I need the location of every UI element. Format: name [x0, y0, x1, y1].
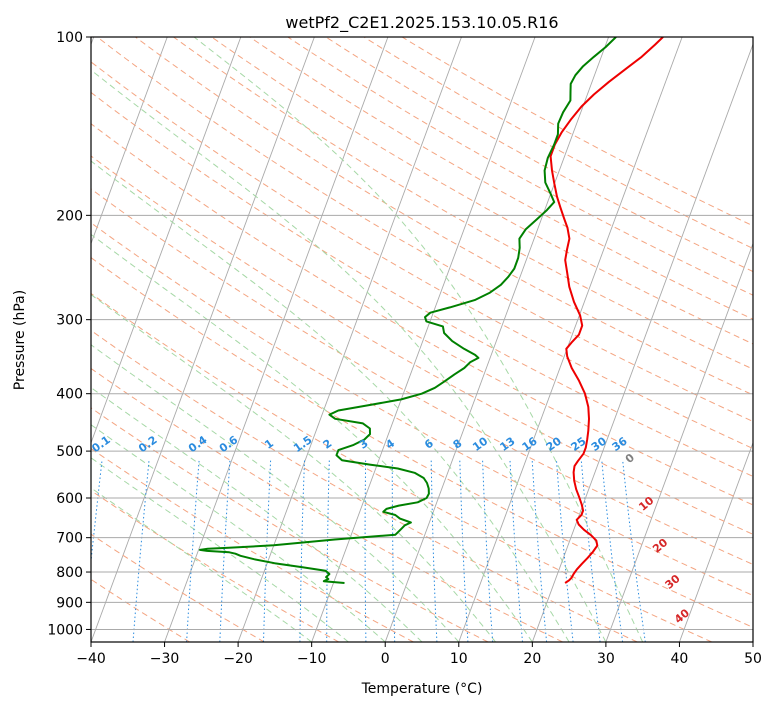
x-tick-label: −40: [76, 651, 106, 667]
x-tick-label: −20: [223, 651, 253, 667]
isotherm-line: [605, 242, 753, 642]
y-tick-label: 700: [56, 531, 83, 547]
dry-adiabat-line: [173, 37, 753, 370]
mixing-ratio-line: [580, 460, 601, 642]
pressure-gridlines: [91, 37, 753, 630]
x-tick-label: 50: [744, 651, 762, 667]
dry-adiabat-line: [91, 188, 753, 565]
y-tick-label: 500: [56, 444, 83, 460]
isotherm-line: [91, 37, 242, 445]
isotherm-line: [91, 37, 315, 642]
isotherm-line: [164, 37, 389, 642]
y-tick-label: 800: [56, 565, 83, 581]
dry-adiabat-line: [91, 329, 638, 642]
dry-adiabat-line: [91, 447, 414, 642]
y-tick-label: 100: [56, 30, 83, 46]
moist-adiabat-line: [91, 424, 386, 642]
dry-adiabat-line: [91, 123, 753, 506]
x-axis-ticks: −40 −30 −20 −10 0 10 20 30 40 50: [76, 642, 762, 667]
x-tick-label: 0: [381, 651, 390, 667]
x-tick-label: 20: [523, 651, 541, 667]
x-tick-label: 30: [597, 651, 615, 667]
dry-adiabat-line: [91, 292, 713, 642]
background-lines: [91, 37, 753, 642]
dry-adiabat-line: [249, 37, 753, 320]
dry-adiabat-line: [211, 37, 753, 345]
isotherm-line: [384, 37, 610, 642]
moist-adiabat-line: [91, 293, 496, 642]
x-tick-label: −10: [297, 651, 327, 667]
y-tick-label: 200: [56, 208, 83, 224]
x-tick-label: 10: [450, 651, 468, 667]
dry-adiabat-line: [401, 37, 753, 227]
moist-adiabat-line: [91, 160, 570, 642]
profile-series: [199, 37, 664, 584]
mixing-ratio-line: [622, 460, 646, 642]
plot-frame: [90, 36, 754, 643]
dry-adiabat-line: [91, 257, 753, 628]
y-tick-label: 900: [56, 595, 83, 611]
mixing-ratio-line: [91, 460, 103, 566]
isotherm-line: [91, 37, 168, 245]
temperature-profile-line: [549, 37, 664, 584]
moist-adiabat-line: [193, 37, 644, 642]
isotherm-line: [237, 37, 462, 642]
x-tick-label: −30: [150, 651, 180, 667]
y-tick-label: 300: [56, 313, 83, 329]
moist-adiabat-line: [91, 487, 312, 642]
mixing-ratio-line: [601, 460, 624, 642]
moist-adiabat-line: [91, 457, 349, 642]
moist-adiabat-line: [91, 233, 533, 642]
isotherm-line: [458, 37, 683, 642]
dry-adiabat-line: [91, 533, 265, 642]
x-axis-label: Temperature (°C): [361, 681, 483, 697]
y-tick-label: 400: [56, 387, 83, 403]
y-axis-ticks: 100 200 300 400 500 600 700 800 900 1000: [47, 30, 91, 638]
isotherm-line: [679, 441, 753, 642]
dry-adiabat-line: [91, 222, 753, 597]
y-tick-label: 600: [56, 491, 83, 507]
moist-adiabat-line: [91, 69, 607, 642]
dry-adiabat-line: [287, 37, 753, 296]
chart-title: wetPf2_C2E1.2025.153.10.05.R16: [285, 13, 558, 33]
y-tick-label: 1000: [47, 622, 83, 638]
x-tick-label: 40: [671, 651, 689, 667]
dry-adiabat-line: [363, 37, 753, 250]
dry-adiabat-line: [325, 37, 753, 273]
isotherm-line: [311, 37, 536, 642]
dry-adiabat-line: [135, 37, 753, 396]
dewpoint-profile-line: [199, 37, 617, 584]
y-axis-label: Pressure (hPa): [12, 290, 28, 390]
isotherm-line: [531, 43, 753, 642]
